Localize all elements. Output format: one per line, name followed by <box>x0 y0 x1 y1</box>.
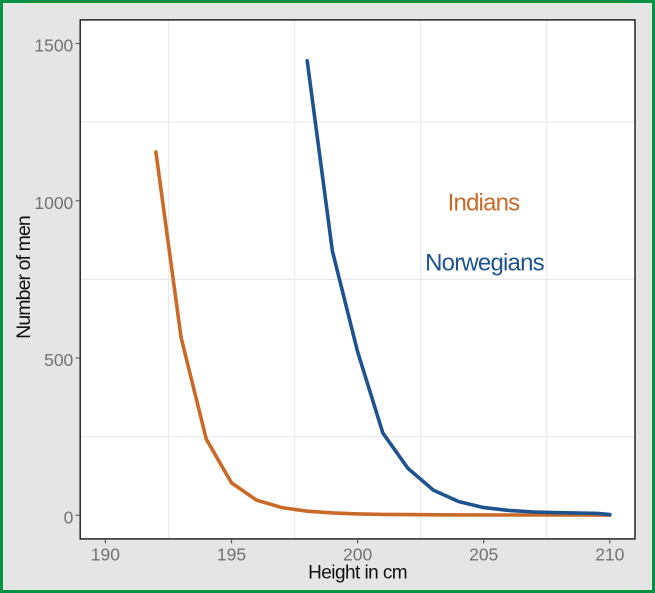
svg-text:Height in cm: Height in cm <box>308 563 407 584</box>
svg-text:190: 190 <box>91 544 120 564</box>
svg-text:500: 500 <box>44 350 73 370</box>
svg-text:210: 210 <box>595 544 624 564</box>
svg-text:Norwegians: Norwegians <box>425 250 545 277</box>
svg-text:205: 205 <box>469 544 498 564</box>
svg-text:200: 200 <box>343 544 372 564</box>
svg-text:Number of men: Number of men <box>13 216 35 339</box>
svg-text:0: 0 <box>64 507 74 527</box>
svg-text:1000: 1000 <box>34 193 73 213</box>
svg-text:195: 195 <box>217 544 246 564</box>
svg-text:1500: 1500 <box>34 36 73 56</box>
svg-text:Indians: Indians <box>448 190 521 217</box>
